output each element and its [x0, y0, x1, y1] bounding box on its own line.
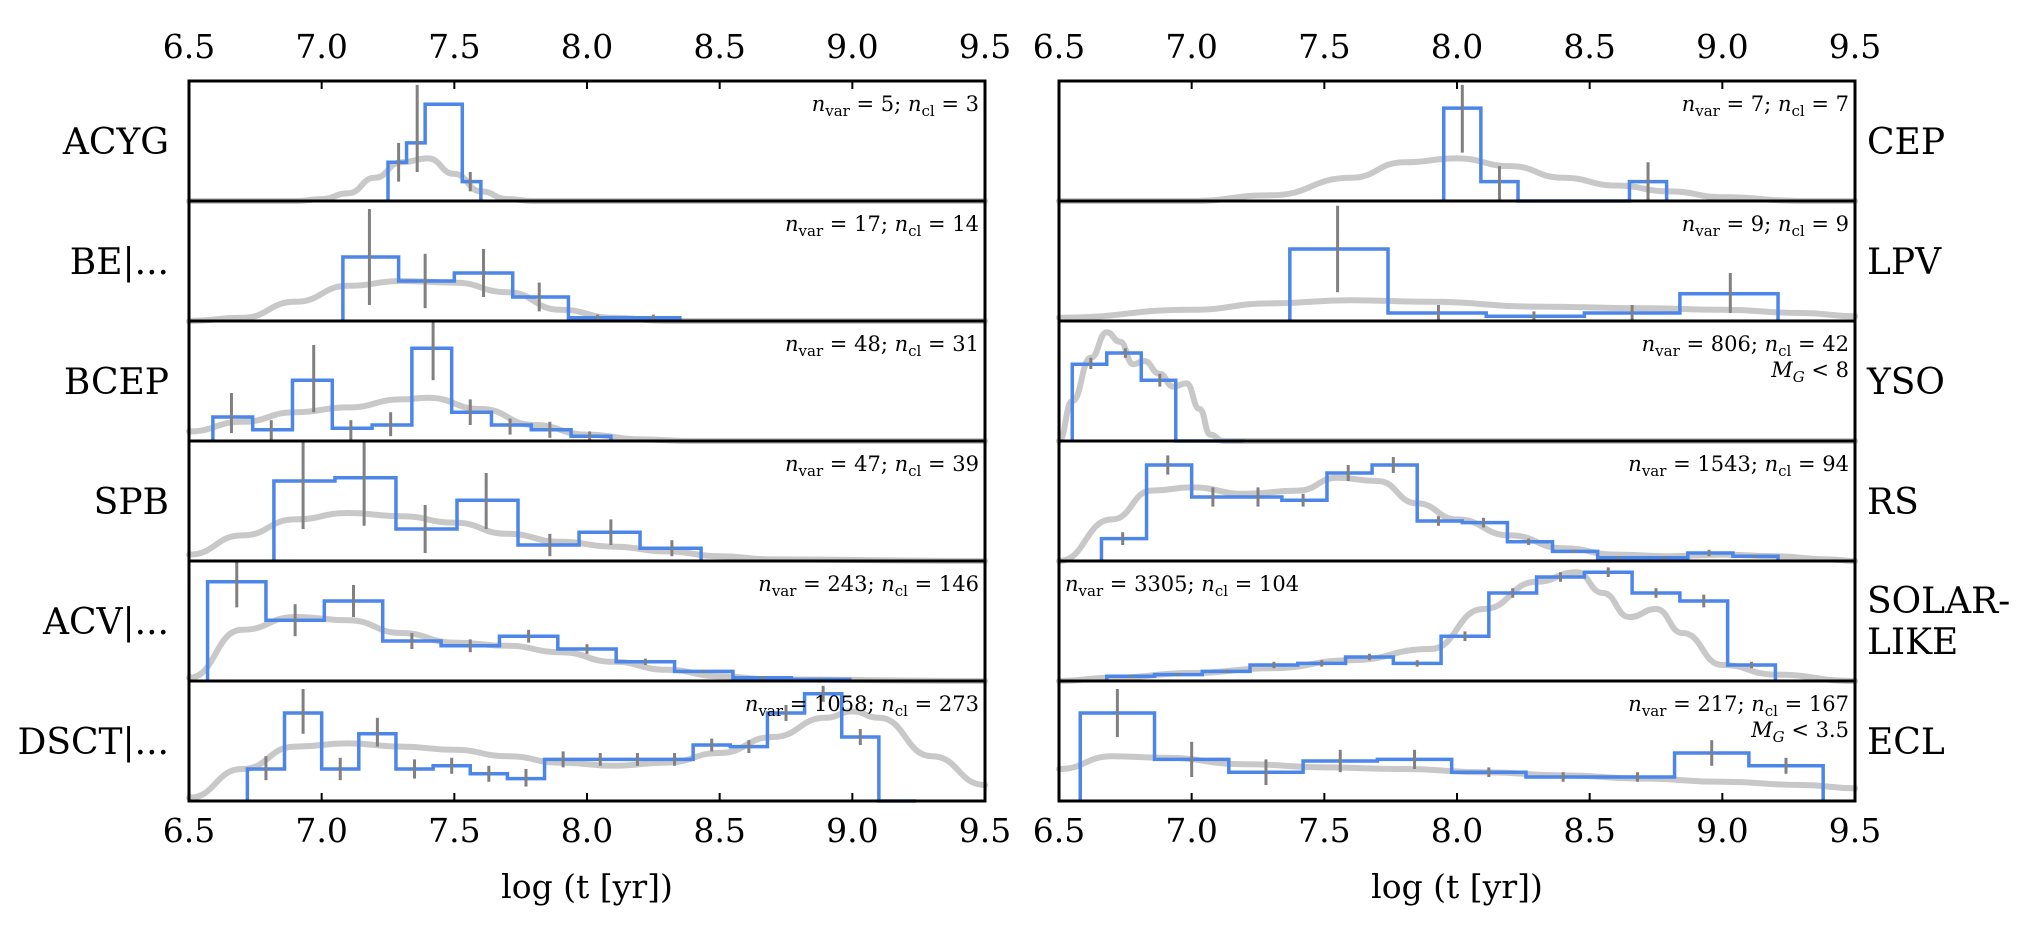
- x-axis-label: log (t [yr]): [501, 867, 673, 906]
- count-annotation: nvar = 1543; ncl = 94: [1628, 452, 1849, 480]
- x-axis-label: log (t [yr]): [1371, 867, 1543, 906]
- top-tick-label: 8.0: [1431, 27, 1483, 66]
- panel-lpv: nvar = 9; ncl = 9 LPV: [1056, 199, 1942, 323]
- bottom-tick-label: 7.5: [1298, 811, 1350, 850]
- class-label: RS: [1867, 482, 1919, 523]
- bottom-tick-label: 8.0: [561, 811, 613, 850]
- top-tick-label: 9.5: [1829, 27, 1881, 66]
- bottom-tick-label: 6.5: [163, 811, 215, 850]
- top-tick-label: 9.0: [1696, 27, 1748, 66]
- panel-acyg: nvar = 5; ncl = 3 ACYG: [62, 79, 988, 205]
- class-label-line: SOLAR-: [1867, 581, 2010, 622]
- count-annotation: nvar = 7; ncl = 7: [1682, 92, 1849, 120]
- panel-dsct: nvar = 1058; ncl = 273 DSCT|...: [17, 679, 988, 803]
- bottom-tick-label: 7.0: [1165, 811, 1217, 850]
- count-annotation: nvar = 806; ncl = 42: [1642, 332, 1849, 360]
- top-tick-label: 8.5: [1563, 27, 1615, 66]
- histogram-steps: [1105, 570, 1778, 681]
- bottom-tick-label: 8.5: [693, 811, 745, 850]
- class-label: LPV: [1867, 242, 1942, 283]
- count-annotation: nvar = 48; ncl = 31: [785, 332, 979, 360]
- kde-curve: [186, 155, 988, 205]
- bottom-tick-label: 6.5: [1033, 811, 1085, 850]
- bottom-tick-label: 9.5: [1829, 811, 1881, 850]
- panel-rs: nvar = 1543; ncl = 94 RS: [1056, 439, 1919, 564]
- count-annotation: nvar = 217; ncl = 167: [1628, 692, 1849, 720]
- count-annotation: nvar = 1058; ncl = 273: [745, 692, 979, 720]
- kde-curve: [1056, 297, 1858, 321]
- top-tick-label: 9.5: [959, 27, 1011, 66]
- magnitude-cut: MG < 3.5: [1750, 718, 1849, 746]
- count-annotation: nvar = 47; ncl = 39: [785, 452, 979, 480]
- top-tick-label: 8.5: [693, 27, 745, 66]
- histogram-steps: [341, 255, 682, 321]
- class-label: BE|...: [70, 242, 169, 283]
- count-annotation: nvar = 9; ncl = 9: [1682, 212, 1849, 240]
- top-tick-label: 6.5: [163, 27, 215, 66]
- top-tick-label: 6.5: [1033, 27, 1085, 66]
- kde-curve: [186, 708, 988, 801]
- class-label: ECL: [1867, 722, 1945, 763]
- histogram-steps: [1078, 711, 1825, 801]
- panel-cep: nvar = 7; ncl = 7 CEP: [1056, 79, 1945, 205]
- top-tick-label: 7.0: [1165, 27, 1217, 66]
- class-label: DSCT|...: [17, 722, 169, 763]
- class-label-line: LIKE: [1867, 622, 1958, 663]
- right-column: nvar = 7; ncl = 7 CEP nvar = 9; ncl = 9 LPV…: [1033, 27, 2011, 906]
- top-tick-label: 8.0: [561, 27, 613, 66]
- panel-solar-like: nvar = 3305; ncl = 104 SOLAR-LIKE: [1056, 559, 2010, 684]
- magnitude-cut: MG < 8: [1770, 358, 1849, 386]
- bottom-tick-label: 8.0: [1431, 811, 1483, 850]
- top-tick-label: 7.5: [1298, 27, 1350, 66]
- left-column: nvar = 5; ncl = 3 ACYG nvar = 17; ncl = 14…: [17, 27, 1011, 906]
- class-label: CEP: [1867, 122, 1945, 163]
- panel-bcep: nvar = 48; ncl = 31 BCEP: [64, 319, 988, 445]
- count-annotation: nvar = 5; ncl = 3: [812, 92, 979, 120]
- count-annotation: nvar = 3305; ncl = 104: [1065, 572, 1299, 600]
- histogram-steps: [1070, 351, 1245, 443]
- class-label: SPB: [94, 482, 169, 523]
- bottom-tick-label: 8.5: [1563, 811, 1615, 850]
- top-tick-label: 9.0: [826, 27, 878, 66]
- bottom-tick-label: 7.5: [428, 811, 480, 850]
- class-label: BCEP: [64, 362, 169, 403]
- bottom-tick-label: 9.5: [959, 811, 1011, 850]
- class-label: ACYG: [62, 122, 169, 163]
- kde-curve: [186, 509, 988, 564]
- bottom-tick-label: 9.0: [826, 811, 878, 850]
- count-annotation: nvar = 243; ncl = 146: [758, 572, 979, 600]
- class-label: ACV|...: [42, 602, 169, 643]
- top-tick-label: 7.0: [295, 27, 347, 66]
- panel-spb: nvar = 47; ncl = 39 SPB: [94, 439, 988, 564]
- top-tick-label: 7.5: [428, 27, 480, 66]
- bottom-tick-label: 9.0: [1696, 811, 1748, 850]
- class-label: YSO: [1866, 362, 1945, 403]
- count-annotation: nvar = 17; ncl = 14: [785, 212, 979, 240]
- kde-curve: [186, 277, 988, 325]
- bottom-tick-label: 7.0: [295, 811, 347, 850]
- panel-acv: nvar = 243; ncl = 146 ACV|...: [42, 559, 988, 684]
- kde-curve: [1056, 155, 1858, 205]
- panel-be: nvar = 17; ncl = 14 BE|...: [70, 199, 988, 325]
